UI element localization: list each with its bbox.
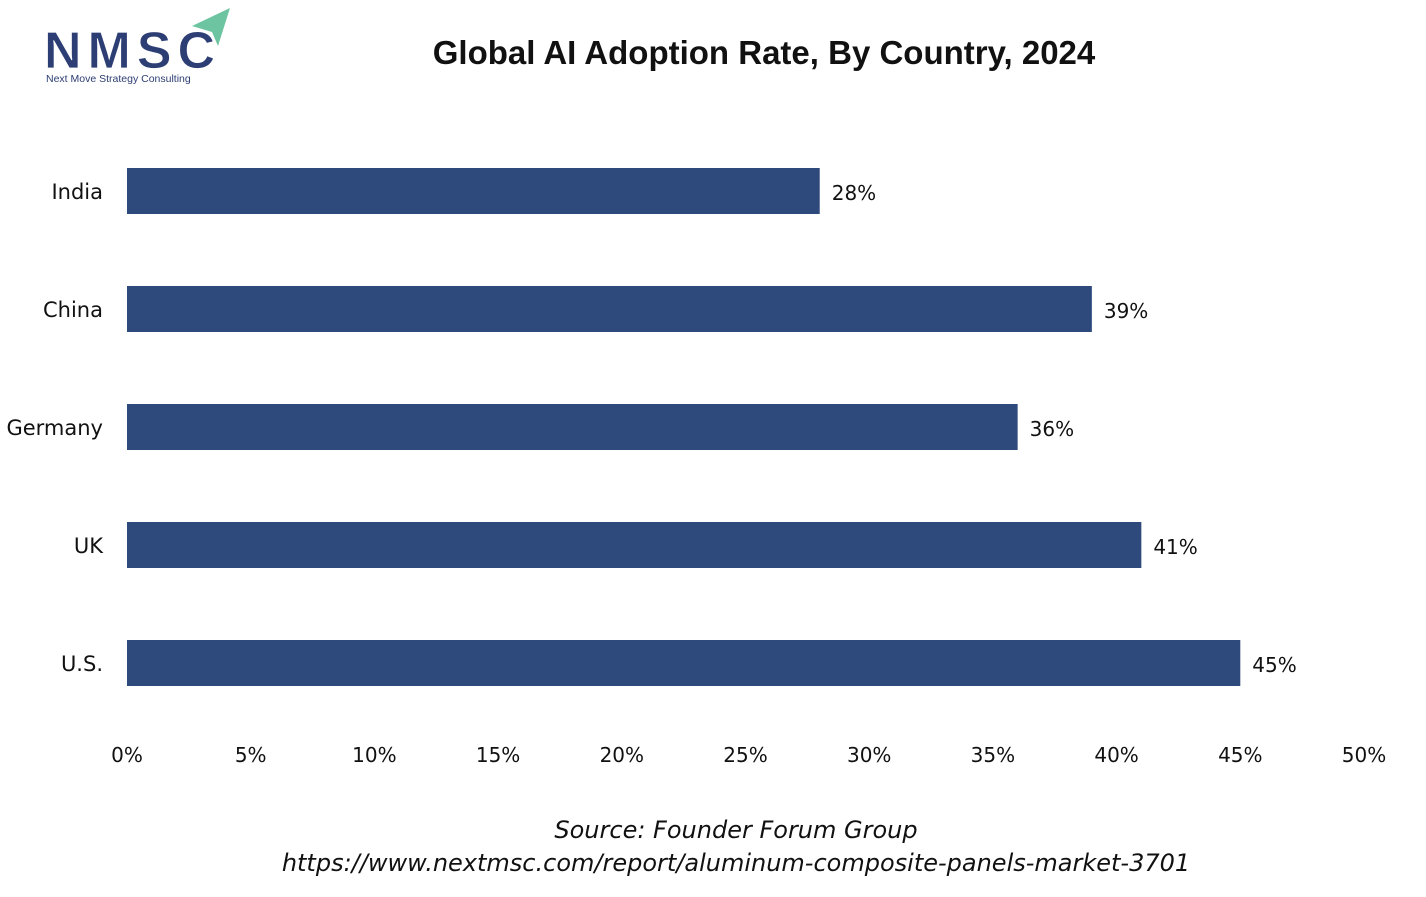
data-label: 28% xyxy=(832,181,876,205)
data-label: 36% xyxy=(1030,417,1074,441)
x-tick-label: 45% xyxy=(1218,743,1262,767)
source-url: https://www.nextmsc.com/report/aluminum-… xyxy=(281,849,1191,877)
data-label: 45% xyxy=(1252,653,1296,677)
arrow-icon xyxy=(192,8,230,46)
x-tick-label: 15% xyxy=(476,743,520,767)
source-text: Source: Founder Forum Group xyxy=(554,816,918,844)
chart-title: Global AI Adoption Rate, By Country, 202… xyxy=(432,34,1096,71)
category-label: UK xyxy=(74,534,104,558)
data-label: 41% xyxy=(1153,535,1197,559)
x-tick-label: 35% xyxy=(971,743,1015,767)
category-label: China xyxy=(43,298,103,322)
bar-germany xyxy=(127,404,1018,450)
bar-india xyxy=(127,168,820,214)
category-label: U.S. xyxy=(61,652,103,676)
logo-text: NMSC xyxy=(44,22,221,80)
x-tick-label: 5% xyxy=(235,743,267,767)
bar-uk xyxy=(127,522,1142,568)
x-tick-label: 50% xyxy=(1342,743,1386,767)
x-tick-label: 25% xyxy=(723,743,767,767)
x-tick-label: 0% xyxy=(111,743,143,767)
logo-subtitle: Next Move Strategy Consulting xyxy=(46,73,191,85)
x-tick-label: 20% xyxy=(600,743,644,767)
nmsc-logo: NMSC Next Move Strategy Consulting xyxy=(44,8,230,85)
bar-china xyxy=(127,286,1092,332)
category-label: India xyxy=(51,180,103,204)
bar-us xyxy=(127,640,1241,686)
x-tick-label: 40% xyxy=(1094,743,1138,767)
x-tick-label: 10% xyxy=(352,743,396,767)
category-label: Germany xyxy=(6,416,103,440)
data-label: 39% xyxy=(1104,299,1148,323)
x-tick-label: 30% xyxy=(847,743,891,767)
